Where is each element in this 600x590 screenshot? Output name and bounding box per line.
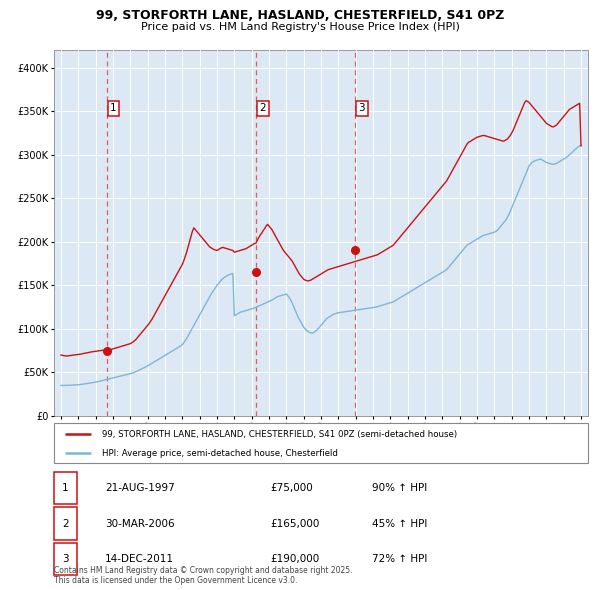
Text: 3: 3 <box>62 554 69 564</box>
Text: £75,000: £75,000 <box>270 483 313 493</box>
Text: 2: 2 <box>259 103 266 113</box>
Text: 21-AUG-1997: 21-AUG-1997 <box>105 483 175 493</box>
Text: £190,000: £190,000 <box>270 554 319 564</box>
Text: HPI: Average price, semi-detached house, Chesterfield: HPI: Average price, semi-detached house,… <box>102 448 338 458</box>
Text: 1: 1 <box>62 483 69 493</box>
Text: 3: 3 <box>358 103 365 113</box>
Text: 14-DEC-2011: 14-DEC-2011 <box>105 554 174 564</box>
Text: 1: 1 <box>110 103 117 113</box>
Text: 72% ↑ HPI: 72% ↑ HPI <box>372 554 427 564</box>
Text: 90% ↑ HPI: 90% ↑ HPI <box>372 483 427 493</box>
Text: Contains HM Land Registry data © Crown copyright and database right 2025.
This d: Contains HM Land Registry data © Crown c… <box>54 566 353 585</box>
Text: 2: 2 <box>62 519 69 529</box>
FancyBboxPatch shape <box>54 423 588 463</box>
Text: Price paid vs. HM Land Registry's House Price Index (HPI): Price paid vs. HM Land Registry's House … <box>140 22 460 32</box>
Text: 30-MAR-2006: 30-MAR-2006 <box>105 519 175 529</box>
Text: 45% ↑ HPI: 45% ↑ HPI <box>372 519 427 529</box>
Text: 99, STORFORTH LANE, HASLAND, CHESTERFIELD, S41 0PZ (semi-detached house): 99, STORFORTH LANE, HASLAND, CHESTERFIEL… <box>102 430 457 439</box>
Text: £165,000: £165,000 <box>270 519 319 529</box>
Text: 99, STORFORTH LANE, HASLAND, CHESTERFIELD, S41 0PZ: 99, STORFORTH LANE, HASLAND, CHESTERFIEL… <box>96 9 504 22</box>
